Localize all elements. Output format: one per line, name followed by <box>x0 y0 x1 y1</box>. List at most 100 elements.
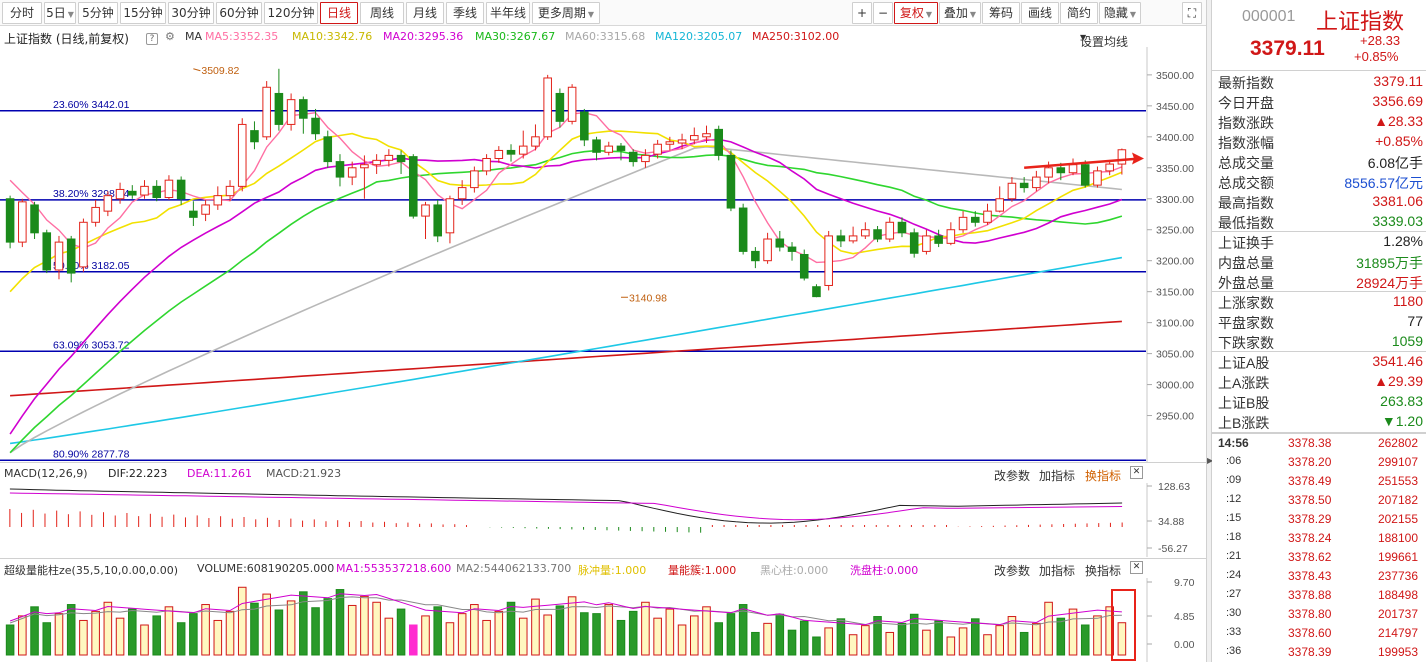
volume-bar <box>384 617 394 656</box>
quote-label: 内盘总量 <box>1218 255 1274 271</box>
period-tab-10[interactable]: 季线 <box>446 2 484 24</box>
quote-label: 上证A股 <box>1218 355 1270 371</box>
volume-params-button[interactable]: 改参数 <box>994 564 1031 578</box>
volume-bar <box>616 619 626 656</box>
candle-body <box>555 92 565 122</box>
tick-price: 3378.20 <box>1288 455 1332 469</box>
extreme-pointer <box>193 68 201 72</box>
volume-bar <box>677 624 687 656</box>
ma120-line <box>9 256 1123 445</box>
tool-button-2[interactable]: 复权 ▼ <box>894 2 938 24</box>
stock-name: 上证指数 <box>1316 9 1405 34</box>
candle-body <box>909 232 919 254</box>
macd-tick-label: 128.63 <box>1158 483 1190 493</box>
volume-bar <box>909 613 919 656</box>
quote-value: 1180 <box>1392 293 1423 309</box>
candle-body <box>372 159 381 166</box>
volume-bar <box>726 613 736 656</box>
ma120-value: MA120:3205.07 <box>655 30 743 43</box>
collapse-arrow-icon[interactable]: ▶ <box>1207 456 1214 465</box>
volume-close-icon[interactable]: ✕ <box>1130 561 1143 574</box>
fullscreen-icon[interactable]: ⛶ <box>1182 2 1202 24</box>
tick-row: 14:56 3378.38 262802 <box>1212 434 1426 452</box>
volume-bar <box>689 615 699 656</box>
tick-volume: 251553 <box>1377 474 1418 488</box>
candle-body <box>299 99 308 119</box>
quote-value: 31895万手 <box>1356 255 1423 271</box>
volume-switch-indicator-button[interactable]: 换指标 <box>1085 564 1122 578</box>
quote-row: 平盘家数 77 <box>1212 312 1426 332</box>
tick-volume: 214797 <box>1377 626 1418 640</box>
period-tab-2[interactable]: 5分钟 <box>78 2 118 24</box>
tool-button-4[interactable]: 筹码 <box>982 2 1020 24</box>
quote-label: 上A涨跌 <box>1218 375 1270 391</box>
volume-ma1: MA1:553537218.600 <box>336 562 452 575</box>
macd-add-indicator-button[interactable]: 加指标 <box>1039 469 1076 483</box>
volume-bar <box>1056 617 1066 656</box>
quote-row: 上B涨跌 ▼1.20 <box>1212 412 1426 432</box>
volume-bar <box>812 636 821 656</box>
volume-bar <box>628 610 638 656</box>
tool-button-0[interactable]: + <box>852 2 872 24</box>
tick-price: 3378.24 <box>1288 531 1332 545</box>
quote-row: 上证B股 263.83 <box>1212 392 1426 412</box>
tool-button-1[interactable]: − <box>873 2 893 24</box>
macd-close-icon[interactable]: ✕ <box>1130 466 1143 479</box>
quote-value: 28924万手 <box>1356 275 1423 291</box>
volume-bar <box>873 616 882 656</box>
macd-chart[interactable]: 128.63 34.88 -56.27 <box>0 483 1206 557</box>
gear-icon[interactable]: ⚙ <box>165 30 175 43</box>
period-tab-7[interactable]: 日线 <box>320 2 358 24</box>
volume-bar <box>1007 616 1017 656</box>
period-tab-1[interactable]: 5日 ▼ <box>44 2 76 24</box>
volume-bar <box>5 624 15 656</box>
extreme-label: 3509.82 <box>201 65 239 77</box>
candle-body <box>946 229 956 244</box>
volume-bar <box>79 619 88 656</box>
volume-chart[interactable]: 9.70 4.85 0.00 <box>0 578 1206 662</box>
period-tab-12[interactable]: 更多周期 ▼ <box>532 2 600 24</box>
volume-bar <box>824 627 833 656</box>
volume-bar <box>763 622 772 656</box>
quote-row: 指数涨幅 +0.85% <box>1212 132 1426 152</box>
macd-switch-indicator-button[interactable]: 换指标 <box>1085 469 1122 483</box>
ma250-line <box>10 320 1122 397</box>
volume-add-indicator-button[interactable]: 加指标 <box>1039 564 1076 578</box>
period-tab-11[interactable]: 半年线 <box>486 2 530 24</box>
volume-bar <box>702 606 711 656</box>
period-tab-3[interactable]: 15分钟 <box>120 2 166 24</box>
volume-bar <box>665 608 675 656</box>
period-tab-8[interactable]: 周线 <box>360 2 404 24</box>
tick-row: :36 3378.39 199953 <box>1212 643 1426 661</box>
period-tab-0[interactable]: 分时 <box>2 2 42 24</box>
candle-body <box>42 232 52 271</box>
tick-price: 3378.49 <box>1288 474 1332 488</box>
volume-bar <box>335 589 345 656</box>
tool-button-6[interactable]: 简约 <box>1060 2 1098 24</box>
period-tab-4[interactable]: 30分钟 <box>168 2 214 24</box>
candle-body <box>934 235 943 244</box>
candle-body <box>824 235 833 286</box>
macd-params-button[interactable]: 改参数 <box>994 469 1031 483</box>
period-tab-9[interactable]: 月线 <box>406 2 444 24</box>
tick-row: :06 3378.20 299107 <box>1212 453 1426 471</box>
candle-body <box>482 157 491 172</box>
candlestick-chart[interactable]: 3500.00 3450.00 3400.00 3350.00 3300.00 3250.… <box>0 47 1206 462</box>
tool-button-5[interactable]: 画线 <box>1021 2 1059 24</box>
panel-splitter[interactable]: ▶ <box>1206 0 1214 662</box>
volume-bar <box>311 607 320 656</box>
quote-value: 3381.06 <box>1372 193 1423 209</box>
stock-code: 000001 <box>1242 8 1296 25</box>
volume-bar <box>433 606 443 656</box>
quote-label: 上证B股 <box>1218 395 1270 411</box>
candle-body <box>628 151 638 163</box>
period-tab-6[interactable]: 120分钟 <box>264 2 318 24</box>
period-tab-5[interactable]: 60分钟 <box>216 2 262 24</box>
tool-button-3[interactable]: 叠加 ▼ <box>939 2 981 24</box>
tick-time: :09 <box>1226 474 1242 486</box>
quote-value: 1.28% <box>1383 233 1423 249</box>
candle-body <box>140 185 149 196</box>
tick-price: 3378.80 <box>1288 607 1332 621</box>
tool-button-7[interactable]: 隐藏 ▼ <box>1099 2 1141 24</box>
volume-bar <box>775 613 785 656</box>
